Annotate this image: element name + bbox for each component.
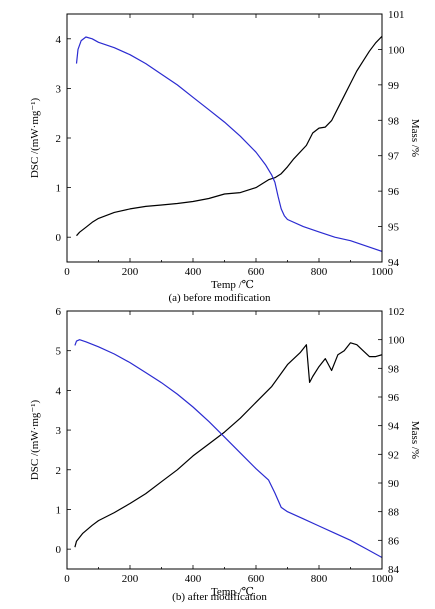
y-right-tick-label: 100 [388, 335, 405, 347]
plot-frame [66, 310, 383, 570]
x-tick-label: 1000 [371, 266, 394, 278]
x-axis-title: Temp /℃ [211, 279, 254, 291]
dsc-series-line [74, 342, 383, 548]
x-tick-label: 400 [185, 266, 202, 278]
y-left-tick-label: 2 [56, 133, 62, 145]
y-right-tick-label: 95 [388, 222, 400, 234]
y-right-tick-label: 92 [388, 449, 399, 461]
y-left-tick-label: 3 [56, 425, 62, 437]
y-right-tick-label: 98 [388, 115, 400, 127]
y-right-tick-label: 98 [388, 363, 400, 375]
x-tick-label: 600 [248, 573, 265, 585]
y-right-tick-label: 94 [388, 257, 400, 269]
y-right-tick-label: 94 [388, 421, 400, 433]
y-right-tick-label: 102 [388, 306, 405, 318]
x-tick-label: 200 [122, 573, 139, 585]
y-right-tick-label: 96 [388, 392, 400, 404]
x-axis-title: Temp /℃ [211, 586, 254, 598]
y-right-axis-title: Mass /% [409, 421, 421, 459]
y-left-tick-label: 3 [56, 83, 62, 95]
y-left-axis-title: DSC /(mW·mg⁻¹) [29, 98, 41, 179]
y-right-tick-label: 86 [388, 535, 400, 547]
y-left-tick-label: 0 [56, 232, 62, 244]
x-tick-label: 1000 [371, 573, 394, 585]
y-left-tick-label: 5 [56, 346, 62, 358]
y-right-tick-label: 101 [388, 9, 405, 21]
x-tick-label: 800 [311, 266, 328, 278]
y-right-tick-label: 99 [388, 80, 400, 92]
panel-caption: (b) after modification [172, 591, 267, 603]
x-tick-label: 400 [185, 573, 202, 585]
panel-caption: (a) before modification [168, 292, 271, 304]
y-left-tick-label: 1 [56, 183, 62, 195]
y-left-axis-title: DSC /(mW·mg⁻¹) [29, 400, 41, 481]
mass-series-line [75, 36, 383, 252]
x-tick-label: 600 [248, 266, 265, 278]
y-right-tick-label: 96 [388, 186, 400, 198]
dsc-series-line [76, 35, 383, 237]
y-right-tick-label: 97 [388, 151, 400, 163]
panel-before-modification: 0 200 400 600 800 1000 0 1 2 3 4 94 95 96 97 98 99 100 101… [29, 9, 421, 304]
x-tick-label: 0 [64, 573, 70, 585]
mass-series-line [74, 339, 383, 559]
y-left-tick-label: 4 [56, 34, 62, 46]
y-right-tick-label: 88 [388, 507, 400, 519]
y-left-tick-label: 2 [56, 465, 62, 477]
plot-frame [66, 13, 383, 263]
y-right-tick-label: 84 [388, 564, 400, 576]
y-left-tick-label: 4 [56, 385, 62, 397]
y-left-tick-label: 1 [56, 504, 62, 516]
panel-after-modification: 0 200 400 600 800 1000 0 1 2 3 4 5 6 84 86 88 90 92 94 96 98… [29, 306, 421, 603]
y-right-axis-title: Mass /% [409, 119, 421, 157]
y-right-tick-label: 90 [388, 478, 400, 490]
y-left-tick-label: 0 [56, 544, 62, 556]
x-tick-label: 200 [122, 266, 139, 278]
x-tick-label: 800 [311, 573, 328, 585]
x-tick-label: 0 [64, 266, 70, 278]
y-right-tick-label: 100 [388, 44, 405, 56]
y-left-tick-label: 6 [56, 306, 62, 318]
